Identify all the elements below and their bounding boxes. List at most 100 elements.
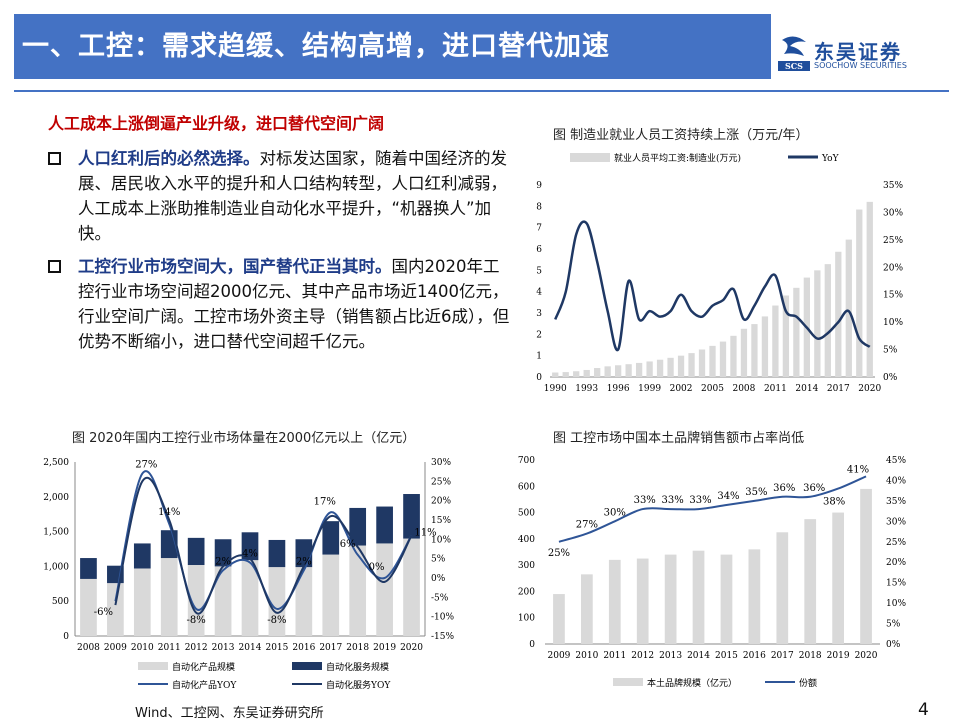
bullet-bold: 人口红利后的必然选择。	[78, 149, 260, 168]
brand-bar	[664, 554, 677, 644]
wage-bar	[594, 368, 601, 377]
y-tick-label: 200	[518, 587, 535, 597]
x-tick-label: 1993	[575, 384, 598, 394]
data-label: 33%	[662, 495, 684, 506]
service-bar	[268, 539, 286, 568]
bullet-bold: 工控行业市场空间大，国产替代正当其时。	[78, 257, 392, 276]
data-label: 30%	[604, 507, 626, 518]
brand-bar	[581, 574, 593, 644]
x-tick-label: 2020	[855, 651, 878, 661]
wage-bar	[646, 361, 653, 377]
y-tick-label: 600	[518, 482, 535, 492]
wage-bar	[698, 349, 706, 377]
y-tick-label: 1	[536, 352, 542, 362]
product-bar	[214, 566, 232, 636]
header-divider	[14, 90, 949, 92]
y2-tick-label: 5%	[886, 620, 901, 630]
legend-label-yoy: YoY	[821, 154, 840, 164]
legend-label-share: 份额	[799, 677, 817, 689]
y2-tick-label: 5%	[431, 555, 446, 565]
x-tick-label: 2008	[77, 643, 100, 653]
y-tick-label: 400	[518, 535, 535, 545]
x-tick-label: 2009	[548, 651, 571, 661]
service-bar	[214, 539, 232, 567]
y-tick-label: 5	[536, 266, 542, 276]
y2-tick-label: 15%	[886, 579, 906, 589]
service-bar	[322, 521, 340, 555]
data-label: 34%	[717, 491, 739, 502]
data-label: 0%	[369, 562, 385, 573]
wage-bar	[625, 364, 632, 377]
logo-text-cn: 东吴证券	[814, 40, 902, 64]
chart1-caption: 图 制造业就业人员工资持续上涨（万元/年）	[553, 128, 809, 143]
y-tick-label: 0	[529, 640, 535, 650]
wage-bar	[824, 264, 831, 377]
data-label: 27%	[135, 460, 157, 471]
wage-bar	[656, 359, 664, 377]
y2-tick-label: 25%	[886, 538, 906, 548]
y2-tick-label: 20%	[431, 497, 451, 507]
x-tick-label: 2002	[670, 384, 693, 394]
x-tick-label: 2010	[131, 643, 154, 653]
y2-tick-label: 40%	[886, 476, 906, 486]
wage-bar	[772, 305, 779, 377]
y2-tick-label: 25%	[883, 236, 903, 246]
y2-tick-label: 20%	[886, 558, 906, 568]
local-brand-share-chart: 0 100 200 300 400 500 600 700 0% 5% 10% 15% 20% 25% 30…	[518, 456, 907, 689]
product-bar	[268, 567, 286, 636]
legend-label-brand: 本土品牌规模（亿元）	[647, 677, 737, 689]
y2-tick-label: 5%	[883, 346, 898, 356]
brand-bar	[636, 558, 649, 644]
x-tick-label: 2005	[701, 384, 724, 394]
data-label: 36%	[803, 483, 825, 494]
x-tick-label: 2013	[659, 651, 682, 661]
y-tick-label: 700	[518, 456, 535, 466]
y-tick-label: 9	[536, 181, 542, 191]
data-label: 33%	[689, 495, 711, 506]
y2-tick-label: 45%	[886, 456, 906, 466]
logo-text-en: SOOCHOW SECURITIES	[814, 61, 907, 70]
x-tick-label: 2011	[603, 651, 626, 661]
data-label: 25%	[548, 548, 570, 559]
y2-tick-label: 0%	[431, 574, 446, 584]
wage-bar	[635, 362, 643, 377]
wage-bar	[552, 372, 559, 377]
wage-bar	[845, 239, 852, 377]
product-bar	[160, 558, 178, 636]
data-label: 2%	[215, 556, 231, 567]
header: 一、工控：需求趋缓、结构高增，进口替代加速 SCS 东吴证券 SOOCHOW S…	[0, 0, 959, 92]
share-line	[558, 475, 867, 543]
x-tick-label: 2015	[715, 651, 738, 661]
x-tick-label: 2014	[239, 643, 262, 653]
data-label: 33%	[634, 495, 656, 506]
x-tick-label: 2019	[373, 643, 396, 653]
legend-label-service: 自动化服务规模	[326, 661, 389, 673]
bullet-item: 人口红利后的必然选择。对标发达国家，随着中国经济的发展、居民收入水平的提升和人口…	[44, 146, 514, 246]
y2-tick-label: 35%	[886, 497, 906, 507]
legend-swatch-wage	[570, 153, 610, 162]
y2-tick-label: 20%	[883, 263, 903, 273]
y-tick-label: 500	[52, 597, 69, 607]
wage-bar	[730, 335, 737, 377]
wage-bar	[604, 366, 611, 377]
product-bar	[241, 560, 259, 636]
y-tick-label: 2,000	[43, 493, 69, 503]
chart3-caption: 图 工控市场中国本土品牌销售额市占率尚低	[553, 431, 805, 446]
market-size-chart: 0 500 1,000 1,500 2,000 2,500 -15% -10% -5% 0% 5% 1…	[43, 458, 454, 691]
x-tick-label: 2019	[827, 651, 850, 661]
product-bar	[295, 567, 313, 636]
wage-bar	[583, 369, 590, 377]
checkbox-bullet-icon	[48, 260, 61, 273]
page-title: 一、工控：需求趋缓、结构高增，进口替代加速	[14, 14, 771, 79]
y-tick-label: 3	[536, 309, 542, 319]
product-bar	[107, 583, 124, 636]
x-tick-label: 2014	[795, 384, 818, 394]
data-label: 41%	[847, 464, 869, 475]
logo-mark-icon: SCS	[778, 36, 810, 71]
bullet-list: 人口红利后的必然选择。对标发达国家，随着中国经济的发展、居民收入水平的提升和人口…	[44, 146, 514, 362]
x-tick-label: 1999	[638, 384, 661, 394]
product-bar	[187, 565, 205, 636]
service-bar	[376, 506, 393, 544]
x-tick-label: 2008	[732, 384, 755, 394]
service-bar	[403, 494, 420, 539]
